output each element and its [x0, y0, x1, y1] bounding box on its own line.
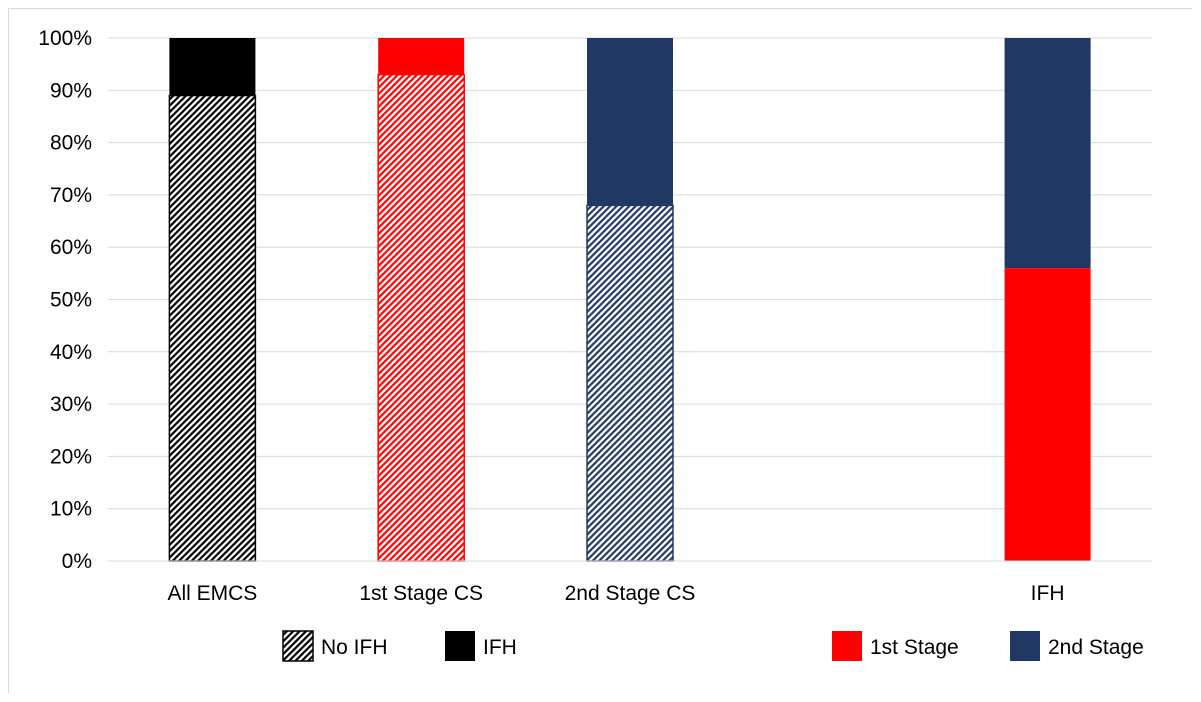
x-tick-label: All EMCS: [167, 582, 257, 605]
x-tick-label: 1st Stage CS: [359, 582, 483, 605]
legend-item: 1st Stage: [832, 631, 959, 661]
legend-label: 1st Stage: [870, 636, 959, 659]
x-axis-category-labels: All EMCS 1st Stage CS 2nd Stage CS IFH: [167, 582, 1064, 605]
bar-stack: [1004, 38, 1091, 561]
y-tick-label: 50%: [50, 289, 92, 312]
bar-segment: [377, 73, 465, 562]
y-tick-label: 60%: [50, 236, 92, 259]
y-tick-label: 20%: [50, 445, 92, 468]
legend: No IFH IFH 1st Stage 2nd Stage: [282, 630, 1144, 662]
bar-segment: [1004, 268, 1091, 561]
bar-stack: [586, 38, 674, 562]
y-axis-tick-labels: 0% 10% 20% 30% 40% 50% 60% 70% 80% 90% 100%: [38, 27, 92, 573]
x-tick-label: 2nd Stage CS: [565, 582, 696, 605]
y-tick-label: 80%: [50, 132, 92, 155]
legend-label: No IFH: [321, 636, 388, 659]
bar-stack: [377, 38, 465, 562]
legend-label: 2nd Stage: [1048, 636, 1144, 659]
bar-stack: [168, 38, 257, 562]
bar-segment: [169, 38, 256, 96]
y-tick-label: 70%: [50, 184, 92, 207]
bar-segment: [587, 38, 673, 206]
bar-segment: [1004, 38, 1091, 269]
legend-item: No IFH: [282, 630, 388, 662]
legend-swatch: [445, 631, 475, 661]
y-tick-label: 30%: [50, 393, 92, 416]
legend-item: 2nd Stage: [1010, 631, 1144, 661]
legend-swatch: [282, 630, 314, 662]
bar-segment: [586, 204, 674, 562]
legend-swatch: [832, 631, 862, 661]
x-tick-label: IFH: [1031, 582, 1065, 605]
legend-item: IFH: [445, 631, 517, 661]
y-tick-label: 90%: [50, 79, 92, 102]
bar-segment: [378, 38, 465, 75]
y-tick-label: 100%: [38, 27, 92, 50]
y-tick-label: 0%: [62, 550, 92, 573]
legend-swatch: [1010, 631, 1040, 661]
y-tick-label: 40%: [50, 341, 92, 364]
bar-segment: [168, 94, 257, 562]
bars: [168, 38, 1091, 562]
chart-frame: [8, 8, 1192, 693]
legend-label: IFH: [483, 636, 517, 659]
y-tick-label: 10%: [50, 498, 92, 521]
